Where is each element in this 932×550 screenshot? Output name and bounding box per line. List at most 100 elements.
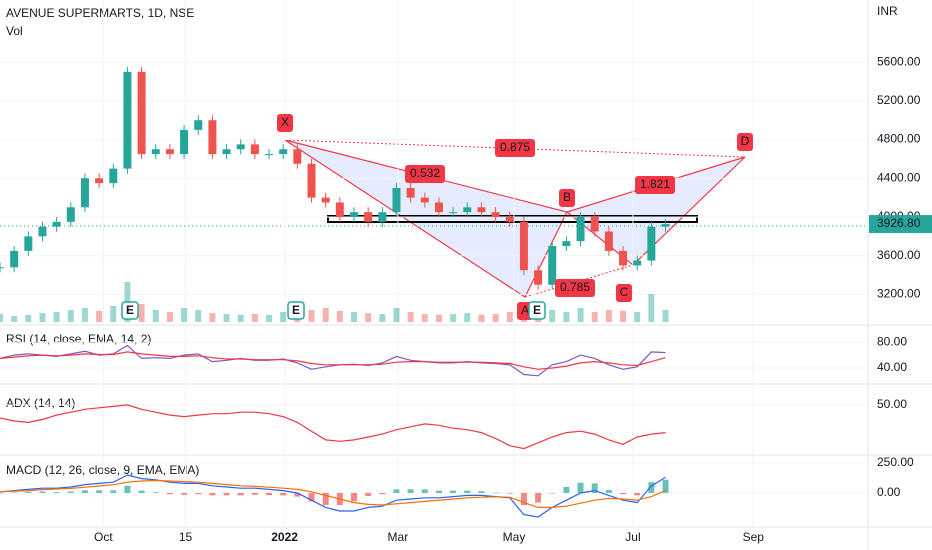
histogram-bar [634,492,641,496]
volume-bar [648,294,655,322]
histogram-bar [435,490,442,493]
histogram-bar [563,486,570,493]
candle [10,250,19,268]
x-tick-label: Sep [743,530,765,544]
histogram-bar [53,492,60,493]
indicator-line [0,351,666,370]
candle [80,178,89,208]
y-tick-label: 50.00 [877,397,907,411]
histogram-bar [110,490,117,493]
y-tick-label: 4400.00 [877,170,921,184]
candle [463,207,472,213]
histogram-bar [620,492,627,495]
histogram-bar [152,492,159,493]
candle [180,129,189,155]
candle [619,250,628,266]
candle [477,207,486,213]
histogram-bar [266,492,273,496]
candle [123,71,132,169]
histogram-bar [0,492,3,494]
volume-bar [251,314,258,322]
candle [349,212,358,217]
earnings-label: E [292,303,300,317]
pattern-label-box [635,176,675,194]
volume-bar [492,314,499,322]
candle [576,216,585,242]
x-tick-label: Jul [625,530,640,544]
histogram-bar [39,491,46,493]
candle [519,221,528,271]
volume-bar [39,313,46,322]
pattern-label-box [737,133,753,151]
pattern-xd [284,139,746,158]
volume-bar [166,312,173,322]
candle [661,224,670,227]
candle [647,226,656,261]
volume-label: Vol [6,24,23,38]
candle [449,212,458,214]
histogram-bar [195,492,202,495]
volume-bar [53,312,60,322]
candle [562,241,571,247]
volume-bar [81,308,88,322]
earnings-label: E [126,303,134,317]
candle [491,212,500,217]
histogram-bar [492,492,499,494]
candle [208,120,217,155]
histogram-bar [365,492,372,496]
histogram-bar [181,492,188,495]
macd-title: MACD (12, 26, close, 9, EMA, EMA) [6,463,199,477]
histogram-bar [450,490,457,493]
volume-bar [662,310,669,322]
volume-bar [450,314,457,322]
y-tick-label: 40.00 [877,360,907,374]
histogram-bar [662,479,669,493]
candle [250,144,259,155]
y-tick-label: 3200.00 [877,287,921,301]
histogram-bar [124,485,131,493]
pattern-label-box [405,165,445,183]
candle [590,216,599,232]
y-tick-label: 80.00 [877,334,907,348]
candle [378,212,387,222]
x-tick-label: Mar [388,530,409,544]
volume-bar [591,312,598,322]
histogram-bar [322,492,329,505]
volume-bar [464,313,471,322]
candle [434,202,443,213]
x-tick-label: 2022 [271,530,298,544]
earnings-marker [287,301,305,320]
volume-bar [563,312,570,322]
histogram-bar [294,492,301,497]
pattern-label: 0.785 [560,280,590,294]
candle [335,202,344,217]
indicator-line [0,404,666,450]
candle [548,246,557,285]
volume-bar [549,310,556,322]
candle [52,221,61,227]
pattern-label: 0.875 [500,140,530,154]
volume-bar [365,313,372,322]
volume-bar [605,310,612,322]
zone-rectangle [327,215,698,223]
volume-bar [280,312,287,322]
candle [151,149,160,155]
volume-bar [379,314,386,322]
histogram-bar [11,492,18,493]
volume-bar [478,314,485,322]
y-tick-label: 5600.00 [877,54,921,68]
x-tick-label: Oct [94,530,113,544]
currency: INR [877,4,898,18]
adx-title: ADX (14, 14) [6,396,75,410]
earnings-label: E [533,303,541,317]
histogram-bar [308,492,315,502]
volume-bar [620,310,627,322]
candle [236,144,245,150]
earnings-marker [121,301,139,320]
volume-bar [634,312,641,322]
volume-bar [209,313,216,322]
histogram-bar [478,491,485,493]
